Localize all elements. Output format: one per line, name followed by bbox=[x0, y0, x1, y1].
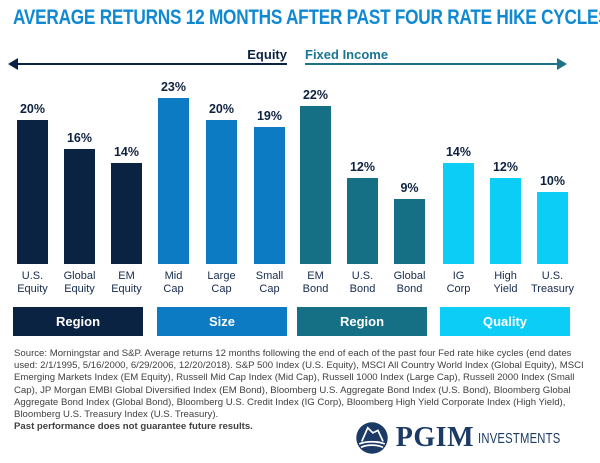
value-label-mid-cap: 23% bbox=[160, 80, 187, 94]
bar-global-bond bbox=[394, 199, 425, 264]
value-label-high-yield: 12% bbox=[492, 160, 519, 174]
value-label-u-s-treasury: 10% bbox=[539, 174, 566, 188]
bar-u-s-treasury bbox=[537, 192, 568, 264]
axis-label-mid-cap: Mid Cap bbox=[163, 270, 184, 295]
logo-suffix-text: INVESTMENTS bbox=[478, 429, 561, 447]
ribbon-region-3: Region bbox=[297, 307, 427, 336]
bar-ig-corp bbox=[443, 163, 474, 264]
bar-large-cap bbox=[206, 120, 237, 264]
source-note: Source: Morningstar and S&P. Average ret… bbox=[14, 348, 584, 421]
chart-title: AVERAGE RETURNS 12 MONTHS AFTER PAST FOU… bbox=[13, 6, 600, 29]
axis-label-large-cap: Large Cap bbox=[207, 270, 236, 295]
equity-arrow-line bbox=[15, 63, 287, 65]
bar-mid-cap bbox=[158, 98, 189, 264]
axis-label-global-equity: Global Equity bbox=[63, 270, 96, 295]
axis-label-ig-corp: IG Corp bbox=[446, 270, 471, 295]
bar-em-bond bbox=[300, 106, 331, 264]
value-label-u-s-bond: 12% bbox=[349, 160, 376, 174]
bar-u-s-bond bbox=[347, 178, 378, 264]
footer-notes: Source: Morningstar and S&P. Average ret… bbox=[14, 348, 592, 433]
axis-label-u-s-equity: U.S. Equity bbox=[17, 270, 48, 295]
value-label-global-bond: 9% bbox=[400, 181, 419, 195]
value-label-em-bond: 22% bbox=[302, 88, 329, 102]
bar-high-yield bbox=[490, 178, 521, 264]
fixed-income-right-arrow-icon bbox=[557, 58, 567, 70]
equity-left-arrow-icon bbox=[8, 58, 18, 70]
value-label-global-equity: 16% bbox=[66, 131, 93, 145]
axis-label-em-equity: EM Equity bbox=[111, 270, 142, 295]
fixed-income-arrow-line bbox=[305, 63, 559, 65]
axis-label-high-yield: High Yield bbox=[493, 270, 518, 295]
value-label-em-equity: 14% bbox=[113, 145, 140, 159]
bar-em-equity bbox=[111, 163, 142, 264]
ribbon-region-1: Region bbox=[13, 307, 143, 336]
bar-small-cap bbox=[254, 127, 285, 264]
axis-label-u-s-treasury: U.S. Treasury bbox=[531, 270, 574, 295]
axis-label-em-bond: EM Bond bbox=[302, 270, 329, 295]
value-label-u-s-equity: 20% bbox=[19, 102, 46, 116]
fixed-income-section-label: Fixed Income bbox=[305, 47, 389, 62]
ribbon-size-2: Size bbox=[157, 307, 287, 336]
disclaimer-text: Past performance does not guarantee futu… bbox=[14, 421, 253, 433]
logo-brand-text: PGIM bbox=[395, 422, 475, 453]
value-label-small-cap: 19% bbox=[256, 109, 283, 123]
ribbon-quality-4: Quality bbox=[440, 307, 570, 336]
axis-label-global-bond: Global Bond bbox=[393, 270, 426, 295]
pgim-investments-logo: PGIM INVESTMENTS bbox=[355, 421, 588, 455]
axis-label-u-s-bond: U.S. Bond bbox=[349, 270, 376, 295]
value-label-ig-corp: 14% bbox=[445, 145, 472, 159]
bar-global-equity bbox=[64, 149, 95, 264]
value-label-large-cap: 20% bbox=[208, 102, 235, 116]
equity-section-label: Equity bbox=[247, 47, 287, 62]
bar-u-s-equity bbox=[17, 120, 48, 264]
axis-label-small-cap: Small Cap bbox=[255, 270, 284, 295]
prudential-rock-icon bbox=[356, 422, 388, 454]
